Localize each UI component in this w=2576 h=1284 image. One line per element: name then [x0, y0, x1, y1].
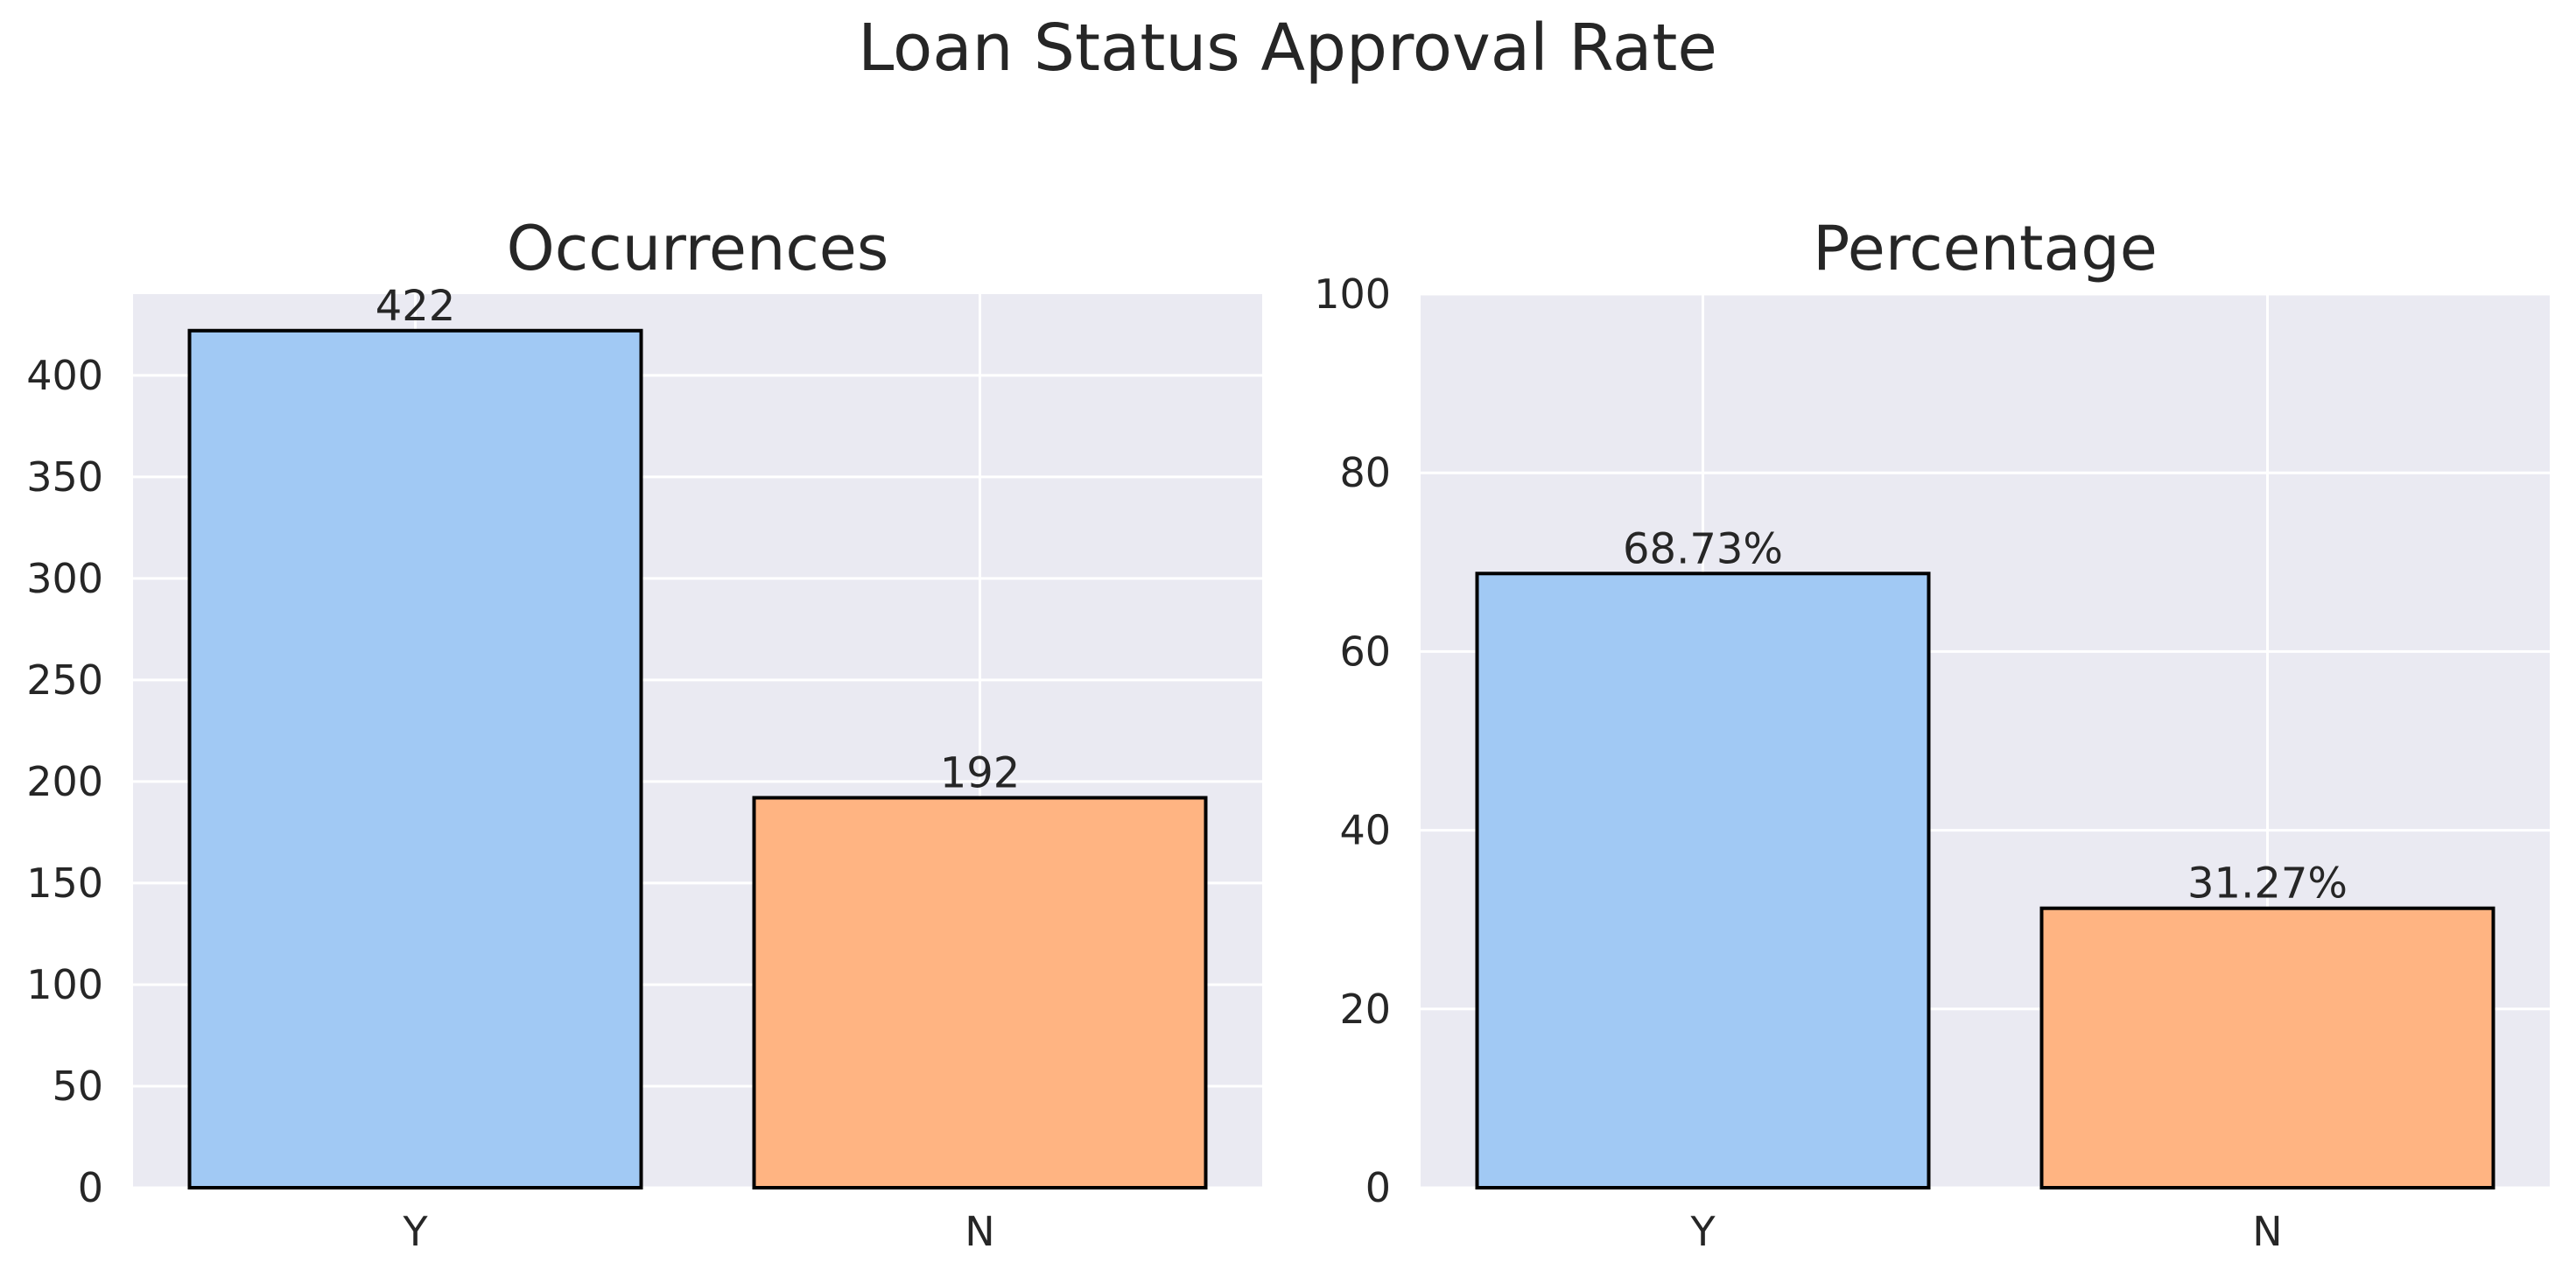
chart-panel-2: 68.73% 31.27% 0 20 40 60 80 100 Y N Percentage	[1314, 213, 2550, 1255]
y-tick-label: 300	[26, 555, 103, 602]
y-tick-label: 100	[26, 961, 103, 1008]
bar-N	[2039, 906, 2495, 1189]
y-tick-label: 200	[26, 758, 103, 805]
chart-panel-1: 422 192 0 50 100 150 200 250 300 350 400 Y N Occurren…	[26, 213, 1262, 1255]
subplot-title: Percentage	[1813, 213, 2158, 284]
x-tick-label: Y	[402, 1208, 428, 1255]
y-tick-label: 250	[26, 656, 103, 704]
bar-value-label: 68.73%	[1623, 524, 1783, 573]
figure-title: Loan Status Approval Rate	[858, 11, 1717, 86]
y-tick-label: 350	[26, 453, 103, 501]
bar-Y	[187, 328, 643, 1189]
x-tick-label: N	[2252, 1208, 2282, 1255]
bar-value-label: 192	[940, 748, 1021, 797]
subplot-title: Occurrences	[507, 213, 889, 284]
y-tick-label: 40	[1339, 807, 1391, 854]
y-tick-label: 100	[1314, 270, 1391, 318]
y-tick-label: 150	[26, 860, 103, 907]
bar-N	[752, 796, 1208, 1189]
y-tick-label: 50	[52, 1063, 103, 1110]
y-tick-label: 0	[1365, 1164, 1391, 1211]
y-tick-label: 0	[78, 1164, 103, 1211]
y-tick-label: 20	[1339, 986, 1391, 1033]
x-tick-label: N	[965, 1208, 994, 1255]
bar-value-label: 31.27%	[2187, 860, 2348, 909]
y-tick-label: 60	[1339, 628, 1391, 675]
y-tick-label: 400	[26, 352, 103, 399]
bar-value-label: 422	[376, 282, 456, 331]
x-tick-label: Y	[1689, 1208, 1716, 1255]
y-tick-label: 80	[1339, 449, 1391, 496]
bar-Y	[1475, 572, 1931, 1189]
